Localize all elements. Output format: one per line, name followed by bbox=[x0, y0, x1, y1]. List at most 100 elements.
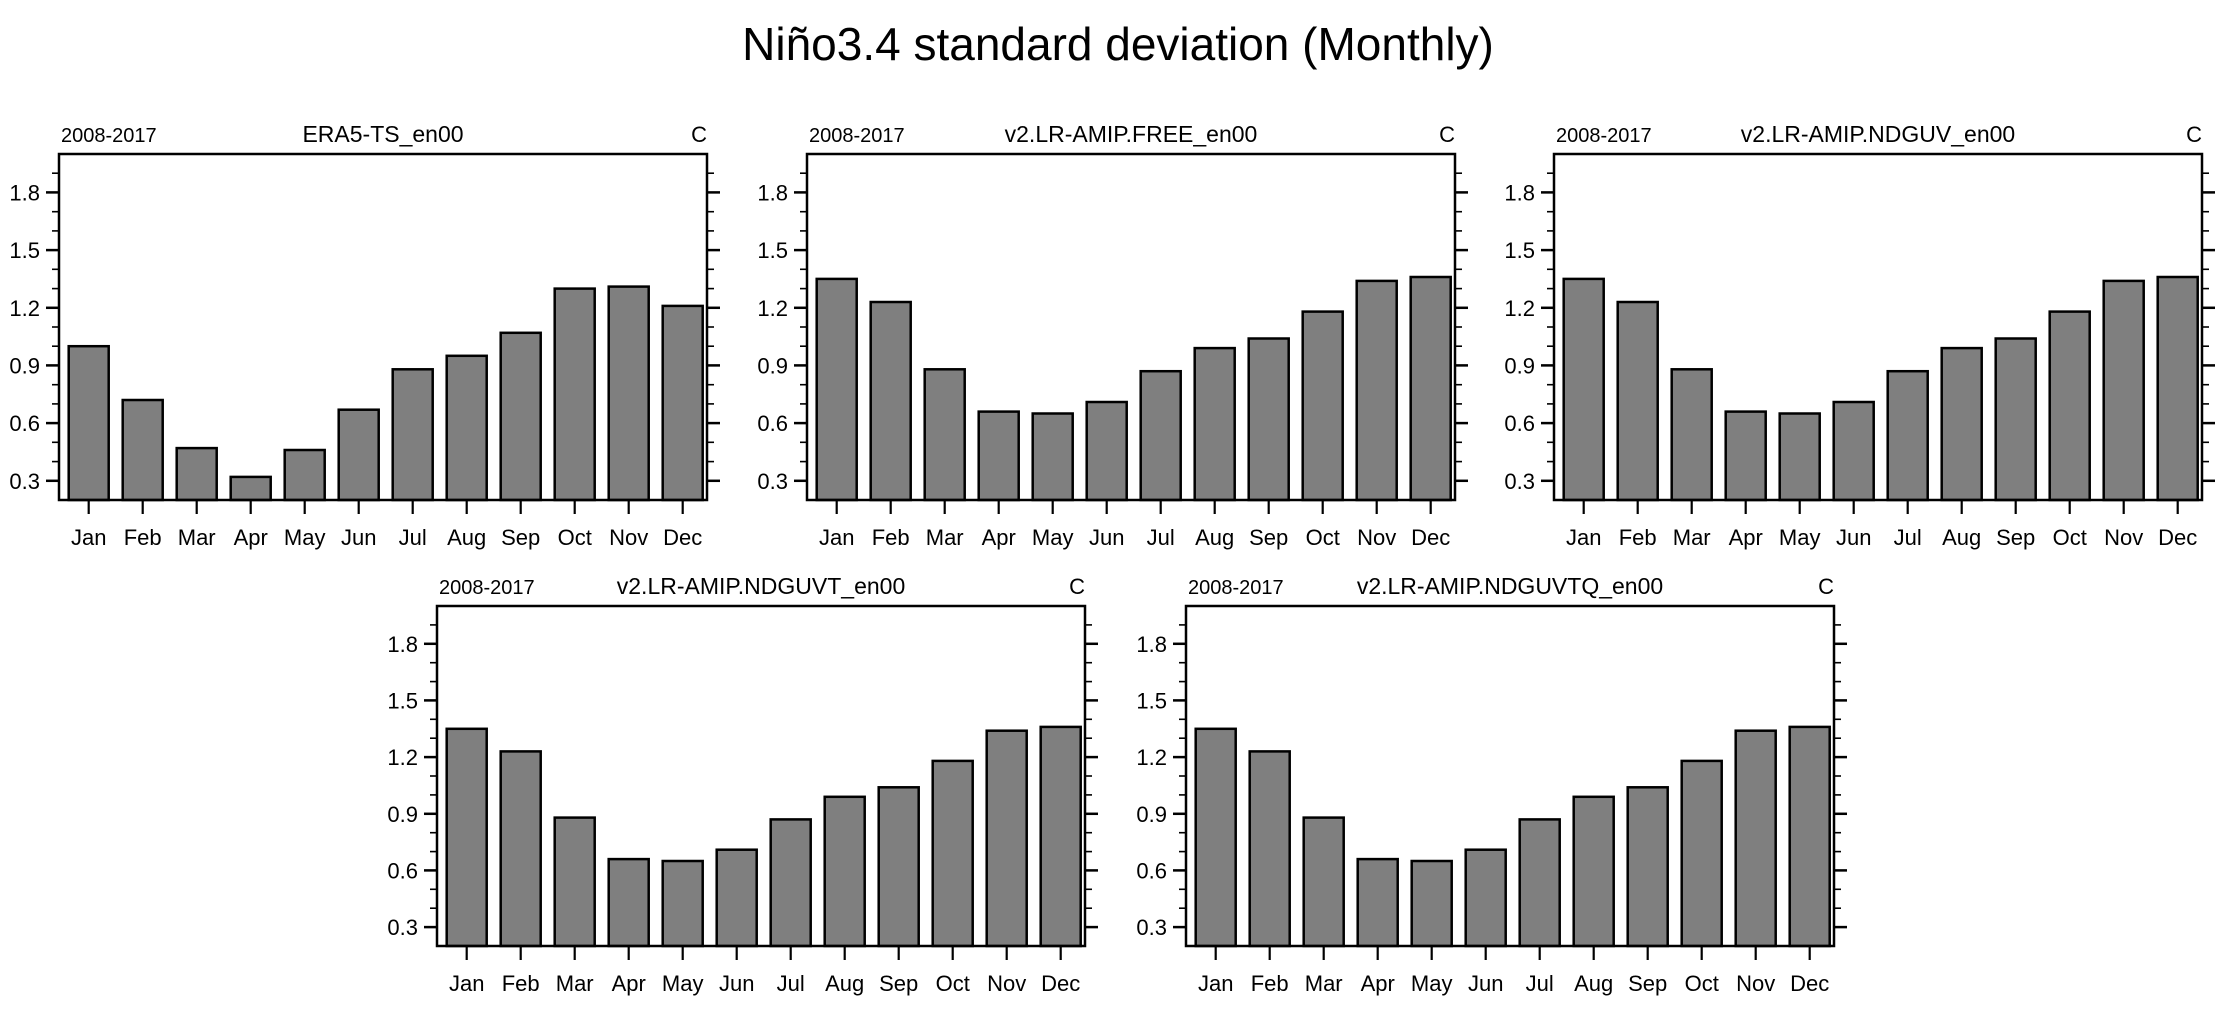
bar-feb bbox=[499, 750, 542, 948]
panel-4-chart: Jan Feb Mar Apr May Jun Jul Aug Sep Oct Nov Dec 0.3 0… bbox=[387, 604, 1098, 996]
bar-nov bbox=[2102, 279, 2145, 502]
panel-5-header: 2008-2017 v2.LR-AMIP.NDGUVTQ_en00 C bbox=[1186, 568, 1834, 600]
bar-jan bbox=[1194, 727, 1237, 948]
bar-dec bbox=[1039, 725, 1082, 948]
bar-aug bbox=[445, 354, 488, 502]
y-tick-label: 0.3 bbox=[1136, 915, 1167, 940]
panel-1-chart: Jan Feb Mar Apr May Jun Jul Aug Sep Oct Nov Dec 0.3 0… bbox=[9, 152, 720, 550]
plot-box bbox=[57, 152, 709, 502]
bar-jul bbox=[769, 818, 812, 948]
panel-period: 2008-2017 bbox=[439, 577, 535, 599]
bar-mar bbox=[553, 816, 596, 948]
x-tick-label: Oct bbox=[1685, 971, 1719, 996]
x-tick-label: Jul bbox=[777, 971, 805, 996]
x-tick-label: Oct bbox=[2053, 525, 2087, 550]
x-tick-label: Aug bbox=[447, 525, 486, 550]
bar-apr bbox=[607, 857, 650, 948]
x-tick-label: Jan bbox=[819, 525, 854, 550]
bar-jun bbox=[1832, 400, 1875, 502]
panel-3-header: 2008-2017 v2.LR-AMIP.NDGUV_en00 C bbox=[1554, 116, 2202, 148]
panel-3-chart: Jan Feb Mar Apr May Jun Jul Aug Sep Oct Nov Dec 0.3 0… bbox=[1504, 152, 2215, 550]
x-tick-label: Oct bbox=[1306, 525, 1340, 550]
y-tick-label: 0.3 bbox=[1504, 469, 1535, 494]
panel-units-label: C bbox=[691, 122, 707, 147]
y-tick-label: 1.5 bbox=[757, 238, 788, 263]
panel-2-header: 2008-2017 v2.LR-AMIP.FREE_en00 C bbox=[807, 116, 1455, 148]
bar-jun bbox=[715, 848, 758, 948]
x-tick-label: Nov bbox=[1357, 525, 1396, 550]
x-tick-label: Mar bbox=[1673, 525, 1711, 550]
plot-box bbox=[1184, 604, 1836, 948]
y-tick-label: 0.9 bbox=[9, 353, 40, 378]
bar-oct bbox=[2048, 310, 2091, 502]
bar-dec bbox=[2156, 275, 2199, 502]
bar-mar bbox=[1302, 816, 1345, 948]
plot-box bbox=[435, 604, 1087, 948]
panel-title: v2.LR-AMIP.NDGUV_en00 bbox=[1740, 121, 2016, 147]
y-tick-label: 0.6 bbox=[387, 858, 418, 883]
bar-aug bbox=[1193, 346, 1236, 502]
x-tick-label: Feb bbox=[872, 525, 910, 550]
x-tick-label: Jan bbox=[1198, 971, 1233, 996]
y-tick-label: 1.2 bbox=[1504, 296, 1535, 321]
bar-may bbox=[1031, 412, 1074, 502]
bar-oct bbox=[1301, 310, 1344, 502]
bar-nov bbox=[1355, 279, 1398, 502]
x-tick-label: Feb bbox=[1251, 971, 1289, 996]
bar-feb bbox=[1616, 300, 1659, 502]
panel-title: v2.LR-AMIP.FREE_en00 bbox=[1004, 121, 1258, 147]
y-tick-label: 1.8 bbox=[9, 180, 40, 205]
plot-box bbox=[1552, 152, 2204, 502]
bar-jan bbox=[445, 727, 488, 948]
panel-period: 2008-2017 bbox=[1556, 125, 1652, 147]
x-tick-label: Jun bbox=[1468, 971, 1503, 996]
x-tick-label: Mar bbox=[1305, 971, 1343, 996]
bar-sep bbox=[877, 786, 920, 948]
x-tick-label: Jul bbox=[1526, 971, 1554, 996]
y-tick-label: 0.3 bbox=[9, 469, 40, 494]
bar-may bbox=[1410, 859, 1453, 948]
panel-title: ERA5-TS_en00 bbox=[302, 121, 464, 147]
bar-oct bbox=[1680, 759, 1723, 948]
x-tick-label: May bbox=[1411, 971, 1453, 996]
panel-1-header: 2008-2017 ERA5-TS_en00 C bbox=[59, 116, 707, 148]
x-tick-label: May bbox=[284, 525, 326, 550]
x-tick-label: Dec bbox=[2158, 525, 2197, 550]
plot-box bbox=[805, 152, 1457, 502]
bar-may bbox=[1778, 412, 1821, 502]
y-tick-label: 1.8 bbox=[387, 632, 418, 657]
x-tick-label: Sep bbox=[501, 525, 540, 550]
bar-jul bbox=[391, 368, 434, 502]
bar-apr bbox=[977, 410, 1020, 502]
panel-5-chart: Jan Feb Mar Apr May Jun Jul Aug Sep Oct Nov Dec 0.3 0… bbox=[1136, 604, 1847, 996]
bar-jul bbox=[1139, 369, 1182, 502]
x-tick-label: Jan bbox=[71, 525, 106, 550]
x-tick-label: Jan bbox=[449, 971, 484, 996]
x-tick-label: Mar bbox=[926, 525, 964, 550]
x-tick-label: Sep bbox=[879, 971, 918, 996]
x-tick-label: Mar bbox=[556, 971, 594, 996]
x-tick-label: Dec bbox=[663, 525, 702, 550]
x-tick-label: Aug bbox=[1574, 971, 1613, 996]
bar-dec bbox=[1788, 725, 1831, 948]
x-tick-label: Feb bbox=[124, 525, 162, 550]
y-tick-label: 0.6 bbox=[1504, 411, 1535, 436]
y-tick-label: 1.8 bbox=[1504, 180, 1535, 205]
y-tick-label: 0.3 bbox=[757, 469, 788, 494]
bar-jun bbox=[337, 408, 380, 502]
bar-jan bbox=[815, 277, 858, 502]
x-tick-label: May bbox=[1032, 525, 1074, 550]
x-tick-label: Sep bbox=[1996, 525, 2035, 550]
x-tick-label: May bbox=[1779, 525, 1821, 550]
x-tick-label: Nov bbox=[609, 525, 648, 550]
x-tick-label: Dec bbox=[1041, 971, 1080, 996]
bar-nov bbox=[985, 729, 1028, 948]
bar-apr bbox=[229, 475, 272, 502]
y-tick-label: 1.5 bbox=[1136, 688, 1167, 713]
x-tick-label: Oct bbox=[936, 971, 970, 996]
bar-jun bbox=[1085, 400, 1128, 502]
x-tick-label: May bbox=[662, 971, 704, 996]
x-tick-label: Dec bbox=[1790, 971, 1829, 996]
x-tick-label: Oct bbox=[558, 525, 592, 550]
